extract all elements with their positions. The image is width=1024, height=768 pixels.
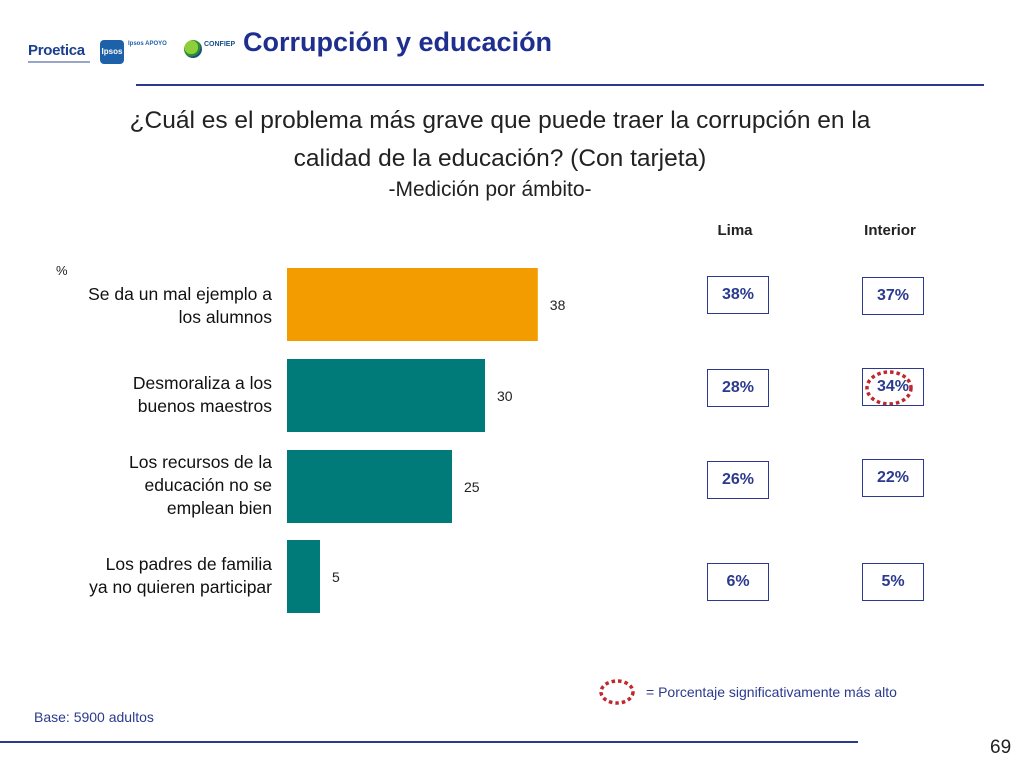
category-label-4: Los padres de familia ya no quieren parti… bbox=[56, 553, 272, 599]
interior-value-box-1: 37% bbox=[862, 277, 924, 315]
category-label-2-line-1: Desmoraliza a los bbox=[132, 373, 272, 393]
category-label-4-line-2: ya no quieren participar bbox=[89, 577, 272, 597]
proetica-logo-stripe bbox=[28, 61, 90, 63]
bar-value-label-1: 38 bbox=[550, 297, 566, 313]
proetica-logo: Proetica bbox=[28, 42, 90, 66]
category-label-3-line-3: emplean bien bbox=[166, 498, 272, 518]
ipsos-apoyo-logo-text: Ipsos APOYO bbox=[128, 41, 167, 47]
lima-value-box-4: 6% bbox=[707, 563, 769, 601]
category-label-3-line-1: Los recursos de la bbox=[129, 452, 272, 472]
question-subtitle: -Medición por ámbito- bbox=[388, 178, 592, 201]
confiep-logo-text: CONFIEP bbox=[204, 41, 236, 48]
bar-1 bbox=[287, 268, 538, 341]
proetica-logo-text: Proetica bbox=[28, 42, 85, 59]
column-header-lima: Lima bbox=[717, 222, 753, 239]
question-line-2: calidad de la educación? (Con tarjeta) bbox=[293, 145, 707, 172]
question-text: ¿Cuál es el problema más grave que puede… bbox=[40, 102, 960, 178]
column-header-interior: Interior bbox=[864, 222, 916, 239]
bar-2 bbox=[287, 359, 485, 432]
significance-ring-icon bbox=[599, 679, 635, 705]
unit-label: % bbox=[56, 263, 68, 278]
lima-value-box-2: 28% bbox=[707, 369, 769, 407]
interior-value-box-3: 22% bbox=[862, 459, 924, 497]
bar-3 bbox=[287, 450, 452, 523]
page-title: Corrupción y educación bbox=[243, 27, 553, 57]
base-note: Base: 5900 adultos bbox=[34, 709, 154, 725]
confiep-logo: CONFIEP bbox=[184, 38, 240, 62]
category-label-1-line-1: Se da un mal ejemplo a bbox=[88, 284, 272, 304]
significance-legend-text: = Porcentaje significativamente más alto bbox=[646, 684, 897, 700]
bar-value-label-3: 25 bbox=[464, 479, 480, 495]
category-label-3-line-2: educación no se bbox=[144, 475, 272, 495]
footer-divider bbox=[0, 741, 858, 743]
bar-value-label-4: 5 bbox=[332, 569, 340, 585]
category-label-2-line-2: buenos maestros bbox=[137, 396, 272, 416]
lima-value-box-1: 38% bbox=[707, 276, 769, 314]
category-label-2: Desmoraliza a los buenos maestros bbox=[56, 372, 272, 418]
interior-value-box-2: 34% bbox=[862, 368, 924, 406]
header-divider bbox=[136, 84, 984, 86]
lima-value-box-3: 26% bbox=[707, 461, 769, 499]
bar-4 bbox=[287, 540, 320, 613]
category-label-3: Los recursos de la educación no se emplean… bbox=[56, 451, 272, 520]
category-label-1-line-2: los alumnos bbox=[178, 307, 272, 327]
category-label-1: Se da un mal ejemplo a los alumnos bbox=[56, 283, 272, 329]
question-line-1: ¿Cuál es el problema más grave que puede… bbox=[129, 107, 871, 134]
interior-value-box-4: 5% bbox=[862, 563, 924, 601]
category-label-4-line-1: Los padres de familia bbox=[105, 554, 272, 574]
confiep-leaf-icon bbox=[184, 40, 202, 58]
bar-value-label-2: 30 bbox=[497, 388, 513, 404]
ipsos-logo: Ipsos bbox=[100, 40, 124, 64]
page-number: 69 bbox=[990, 737, 1012, 758]
